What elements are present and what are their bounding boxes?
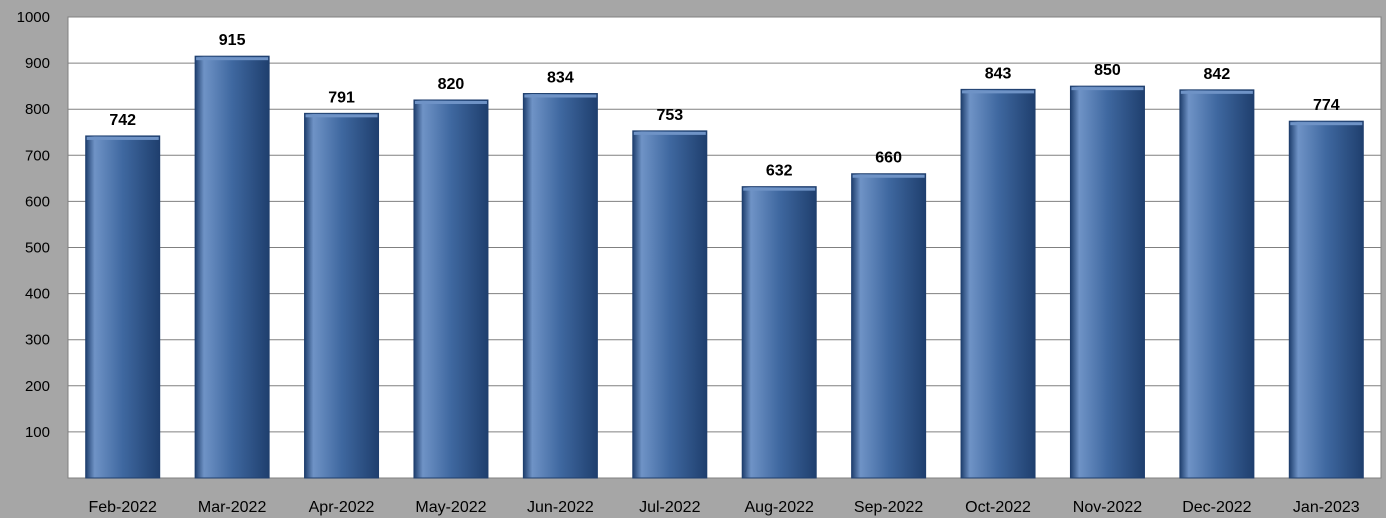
y-axis-ticks: 100 200 300 400 500 600 700 800 900 1000 xyxy=(17,9,50,441)
bar xyxy=(413,99,489,479)
bar-top-bevel xyxy=(633,131,706,135)
data-label: 842 xyxy=(1204,66,1231,83)
bar xyxy=(1069,85,1145,479)
x-tick-label: Jul-2022 xyxy=(639,499,700,516)
x-axis-ticks: Feb-2022 Mar-2022 Apr-2022 May-2022 Jun-2022… xyxy=(88,499,1359,516)
data-label: 660 xyxy=(875,150,902,167)
data-label: 791 xyxy=(328,89,355,106)
x-tick-label: Aug-2022 xyxy=(745,499,814,516)
y-tick-label: 900 xyxy=(25,55,50,72)
x-tick-label: May-2022 xyxy=(415,499,486,516)
bar xyxy=(741,186,817,479)
y-tick-label: 500 xyxy=(25,240,50,257)
y-tick-label: 200 xyxy=(25,378,50,395)
y-tick-label: 1000 xyxy=(17,9,50,26)
data-label: 774 xyxy=(1313,97,1340,114)
x-tick-label: Oct-2022 xyxy=(965,499,1031,516)
bar xyxy=(960,88,1036,479)
y-tick-label: 300 xyxy=(25,332,50,349)
y-tick-label: 800 xyxy=(25,101,50,118)
data-label: 742 xyxy=(109,112,136,129)
y-tick-label: 100 xyxy=(25,424,50,441)
bar-top-bevel xyxy=(414,100,487,104)
data-label: 632 xyxy=(766,163,793,180)
y-tick-label: 400 xyxy=(25,286,50,303)
bar-top-bevel xyxy=(305,114,378,118)
bar xyxy=(85,135,161,479)
data-labels: 742 915 791 820 834 753 632 660 843 850 842 774 xyxy=(109,32,1339,179)
bar xyxy=(194,55,270,479)
data-label: 753 xyxy=(656,107,683,124)
x-tick-label: Apr-2022 xyxy=(309,499,375,516)
y-tick-label: 600 xyxy=(25,193,50,210)
bar xyxy=(851,173,927,479)
bars xyxy=(85,55,1364,479)
data-label: 843 xyxy=(985,65,1012,82)
bar-top-bevel xyxy=(1071,87,1144,91)
bar xyxy=(632,130,708,479)
x-tick-label: Nov-2022 xyxy=(1073,499,1142,516)
x-tick-label: Sep-2022 xyxy=(854,499,923,516)
bar xyxy=(1179,89,1255,479)
bar-top-bevel xyxy=(1290,122,1363,126)
x-tick-label: Jan-2023 xyxy=(1293,499,1360,516)
bar-top-bevel xyxy=(1180,90,1253,94)
x-tick-label: Dec-2022 xyxy=(1182,499,1251,516)
x-tick-label: Jun-2022 xyxy=(527,499,594,516)
data-label: 915 xyxy=(219,32,246,49)
bar-top-bevel xyxy=(743,187,816,191)
bar xyxy=(304,112,380,479)
bar-top-bevel xyxy=(962,90,1035,94)
y-tick-label: 700 xyxy=(25,147,50,164)
bar xyxy=(1288,120,1364,479)
bar-top-bevel xyxy=(196,57,269,61)
bar-top-bevel xyxy=(524,94,597,98)
gridlines xyxy=(68,16,1381,479)
x-tick-label: Mar-2022 xyxy=(198,499,267,516)
x-tick-label: Feb-2022 xyxy=(88,499,157,516)
bar-top-bevel xyxy=(852,174,925,178)
data-label: 850 xyxy=(1094,62,1121,79)
data-label: 820 xyxy=(438,76,465,93)
bar xyxy=(522,93,598,479)
bar-top-bevel xyxy=(86,136,159,140)
data-label: 834 xyxy=(547,70,574,87)
